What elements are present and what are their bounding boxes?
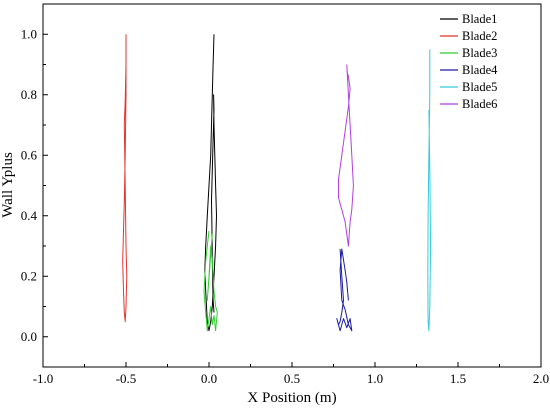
x-axis-ticks: -1.0 -0.5 0.0 0.5 1.0 1.5 2.0 <box>33 362 549 386</box>
y-tick-label: 0.6 <box>21 147 38 162</box>
series-line-blade3 <box>203 230 218 332</box>
legend-label: Blade5 <box>462 80 497 94</box>
legend-label: Blade1 <box>462 12 497 26</box>
x-tick-label: 1.0 <box>367 371 383 386</box>
x-tick-label: 2.0 <box>533 371 549 386</box>
y-axis-title: Wall Yplus <box>0 152 16 218</box>
y-tick-label: 0.0 <box>21 329 37 344</box>
y-tick-label: 0.2 <box>21 268 37 283</box>
series-line-blade4 <box>336 248 353 332</box>
series-line-blade5 <box>427 49 432 332</box>
x-axis-title: X Position (m) <box>247 390 336 406</box>
legend-label: Blade4 <box>462 63 498 77</box>
y-tick-label: 0.4 <box>21 208 38 223</box>
y-tick-label: 0.8 <box>21 87 37 102</box>
legend-label: Blade3 <box>462 46 497 60</box>
x-tick-label: 0.5 <box>284 371 300 386</box>
series-line-blade6 <box>338 64 354 247</box>
series-lines <box>122 34 432 332</box>
x-tick-label: -0.5 <box>116 371 137 386</box>
y-axis-ticks: 0.0 0.2 0.4 0.6 0.8 1.0 <box>21 3 48 368</box>
legend-label: Blade2 <box>462 29 497 43</box>
legend: Blade1 Blade2 Blade3 Blade4 Blade5 Blade6 <box>440 12 498 111</box>
y-tick-label: 1.0 <box>21 26 37 41</box>
x-tick-label: -1.0 <box>33 371 54 386</box>
series-line-blade2 <box>122 34 128 323</box>
legend-label: Blade6 <box>462 97 497 111</box>
x-tick-label: 1.5 <box>450 371 466 386</box>
series-line-blade1 <box>204 34 217 332</box>
x-tick-label: 0.0 <box>201 371 217 386</box>
